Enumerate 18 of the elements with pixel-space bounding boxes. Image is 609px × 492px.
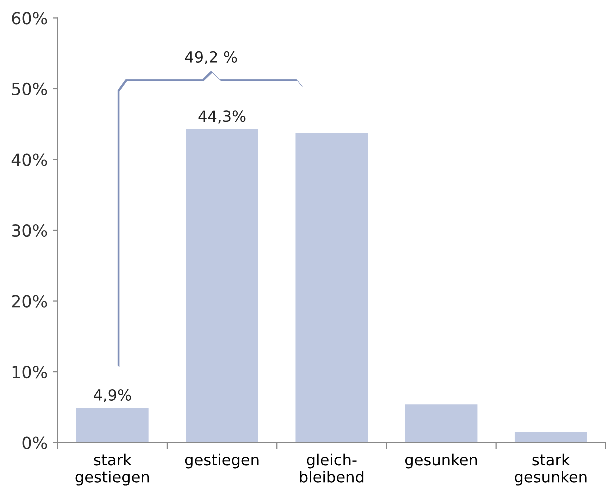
- bar: [514, 432, 588, 443]
- x-tick-label: gestiegen: [185, 454, 259, 469]
- bar: [405, 404, 478, 443]
- annotation: 49,2 %: [185, 51, 238, 65]
- x-tick-label: stark gestiegen: [76, 454, 150, 486]
- x-tick-label: gesunken: [405, 454, 478, 469]
- y-tick-label: 50%: [12, 82, 48, 96]
- y-tick-label: 0%: [22, 436, 48, 450]
- bar: [76, 408, 149, 443]
- y-tick-label: 40%: [12, 154, 48, 166]
- data-label: 44,3%: [198, 110, 246, 124]
- y-tick-label: 30%: [12, 224, 48, 238]
- y-tick-label: 10%: [12, 366, 48, 379]
- y-tick-label: 60%: [12, 12, 48, 25]
- x-tick-label: stark gesunken: [515, 454, 587, 486]
- data-label: 4,9%: [94, 389, 132, 403]
- y-tick-label: 20%: [12, 295, 48, 308]
- x-tick-label: gleich- bleibend: [300, 454, 364, 483]
